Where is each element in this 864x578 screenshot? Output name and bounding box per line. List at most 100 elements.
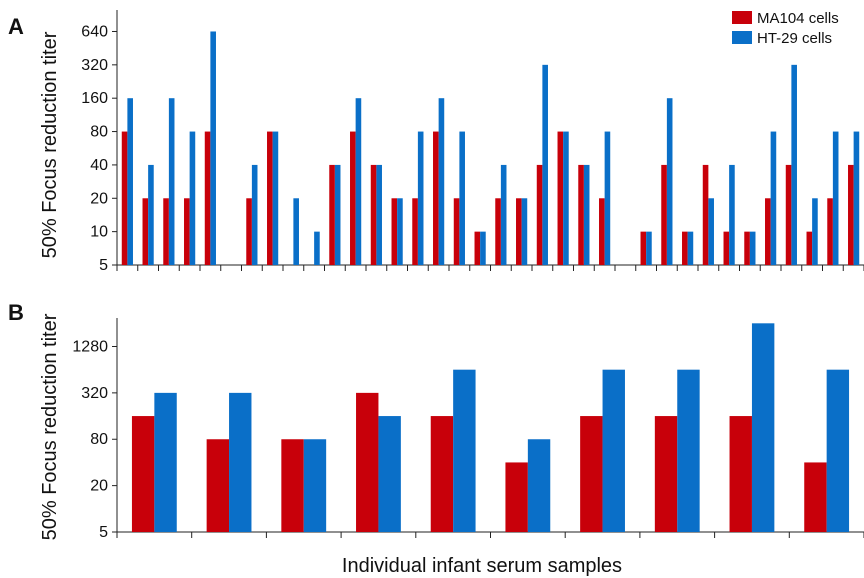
panel-b-bar-ht29 <box>677 369 700 532</box>
panel-b-bar-ht29 <box>154 392 177 532</box>
panel-a-bar-ht29 <box>438 98 445 265</box>
panel-a-bar-ht29 <box>355 98 362 265</box>
panel-a-bar-ht29 <box>853 131 860 265</box>
panel-a-bar-ma104 <box>661 164 667 265</box>
panel-b-label: B <box>8 300 24 325</box>
panel-a-bar-ma104 <box>495 198 501 265</box>
panel-a-bar-ht29 <box>417 131 424 265</box>
panel-a-bar-ht29 <box>749 231 756 265</box>
panel-b-bar-ht29 <box>453 369 476 532</box>
panel-a-bar-ma104 <box>412 198 418 265</box>
panel-a-bar-ma104 <box>765 198 771 265</box>
x-axis-label: Individual infant serum samples <box>342 555 622 577</box>
panel-a-bar-ma104 <box>474 231 481 265</box>
panel-a-bar-ht29 <box>251 164 258 265</box>
panel-a-bar-ma104 <box>184 198 190 265</box>
panel-a-bar-ht29 <box>293 198 299 265</box>
panel-a-bar-ht29 <box>272 131 279 265</box>
panel-a-bar-ma104 <box>827 198 833 265</box>
legend-swatch-ma104 <box>732 11 752 24</box>
panel-b-bar-ht29 <box>602 369 625 532</box>
panel-b-bar-ht29 <box>826 369 850 532</box>
panel-a-bar-ma104 <box>599 198 605 265</box>
panel-a-bar-ht29 <box>314 231 320 265</box>
panel-a-bar-ma104 <box>204 131 211 265</box>
panel-b-bar-ma104 <box>131 416 155 532</box>
panel-b-bar-ma104 <box>505 462 528 532</box>
panel-a-label: A <box>8 14 24 39</box>
panel-a-bar-ma104 <box>640 231 647 265</box>
panel-a-bar-ma104 <box>516 198 522 265</box>
panel-a-bar-ma104 <box>848 164 854 265</box>
panel-a-bar-ht29 <box>189 131 196 265</box>
panel-a-bar-ht29 <box>708 198 714 265</box>
panel-a-bar-ht29 <box>791 64 797 265</box>
panel-a-bar-ma104 <box>370 164 377 265</box>
panel-a-bar-ma104 <box>329 164 335 265</box>
panel-b-bar-ma104 <box>206 439 230 532</box>
panel-a-bar-ht29 <box>334 164 341 265</box>
panel-a-bar-ht29 <box>376 164 382 265</box>
legend-swatch-ht29 <box>732 31 752 44</box>
panel-a-bar-ma104 <box>350 131 356 265</box>
panel-a-bar-ht29 <box>583 164 590 265</box>
panel-a-bar-ht29 <box>521 198 528 265</box>
panel-a-bar-ma104 <box>785 164 792 265</box>
panel-a-bar-ht29 <box>832 131 839 265</box>
panel-b-ylabel: 50% Focus reduction titer <box>39 313 61 540</box>
panel-b-bar-ht29 <box>229 392 252 532</box>
panel-a-bar-ma104 <box>744 231 750 265</box>
panel-a-bar-ma104 <box>557 131 564 265</box>
panel-a-bar-ht29 <box>459 131 465 265</box>
panel-b-bar-ma104 <box>430 416 454 532</box>
panel-b-marks: 5 20 80 320 1280 <box>72 318 864 541</box>
panel-a-y-tick-label: 80 <box>90 124 108 141</box>
panel-a-bar-ht29 <box>148 164 154 265</box>
panel-a-bar-ma104 <box>163 198 169 265</box>
panel-a-bar-ht29 <box>666 98 673 265</box>
panel-b-y-tick-label: 320 <box>81 385 108 402</box>
legend-label-ht29: HT-29 cells <box>757 30 832 47</box>
panel-a-bar-ma104 <box>702 164 709 265</box>
legend-label-ma104: MA104 cells <box>757 10 839 27</box>
panel-a-bar-ht29 <box>646 231 652 265</box>
panel-a-y-tick-label: 640 <box>81 23 108 40</box>
panel-a-bar-ht29 <box>687 231 694 265</box>
panel-a-bar-ht29 <box>168 98 175 265</box>
panel-a-bar-ma104 <box>682 231 688 265</box>
panel-b-bar-ht29 <box>527 439 551 532</box>
panel-a-bar-ma104 <box>391 198 398 265</box>
panel-a-bar-ht29 <box>480 231 486 265</box>
panel-b-bar-ma104 <box>356 392 379 532</box>
panel-b-bar-ma104 <box>729 416 752 532</box>
panel-b-bar-ht29 <box>378 416 401 532</box>
panel-b-y-tick-label: 80 <box>90 431 108 448</box>
panel-a-bar-ht29 <box>604 131 611 265</box>
panel-a-y-tick-label: 20 <box>90 190 108 207</box>
panel-a-bar-ma104 <box>246 198 252 265</box>
panel-a-bar-ht29 <box>563 131 569 265</box>
panel-a-bar-ma104 <box>806 231 813 265</box>
panel-a-bar-ht29 <box>729 164 735 265</box>
panel-a-y-tick-label: 320 <box>81 57 108 74</box>
panel-b-y-tick-label: 1280 <box>72 338 108 355</box>
panel-b-bar-ma104 <box>654 416 678 532</box>
panel-a-y-tick-label: 10 <box>90 224 108 241</box>
panel-a-bar-ht29 <box>127 98 133 265</box>
panel-a-bar-ma104 <box>433 131 439 265</box>
panel-a-y-tick-label: 40 <box>90 157 108 174</box>
panel-b-bar-ht29 <box>751 323 775 532</box>
panel-b-bar-ma104 <box>281 439 304 532</box>
panel-a-bar-ht29 <box>210 31 216 266</box>
panel-a-bar-ht29 <box>500 164 507 265</box>
panel-a-bar-ht29 <box>397 198 403 265</box>
panel-b-y-tick-label: 5 <box>99 524 108 541</box>
panel-a-bar-ma104 <box>267 131 273 265</box>
panel-a-y-tick-label: 160 <box>81 90 108 107</box>
panel-a-bar-ht29 <box>542 64 548 265</box>
panel-a-bar-ma104 <box>121 131 128 265</box>
panel-a-bar-ma104 <box>142 198 149 265</box>
panel-a-bar-ma104 <box>578 164 584 265</box>
panel-b-bar-ma104 <box>804 462 827 532</box>
